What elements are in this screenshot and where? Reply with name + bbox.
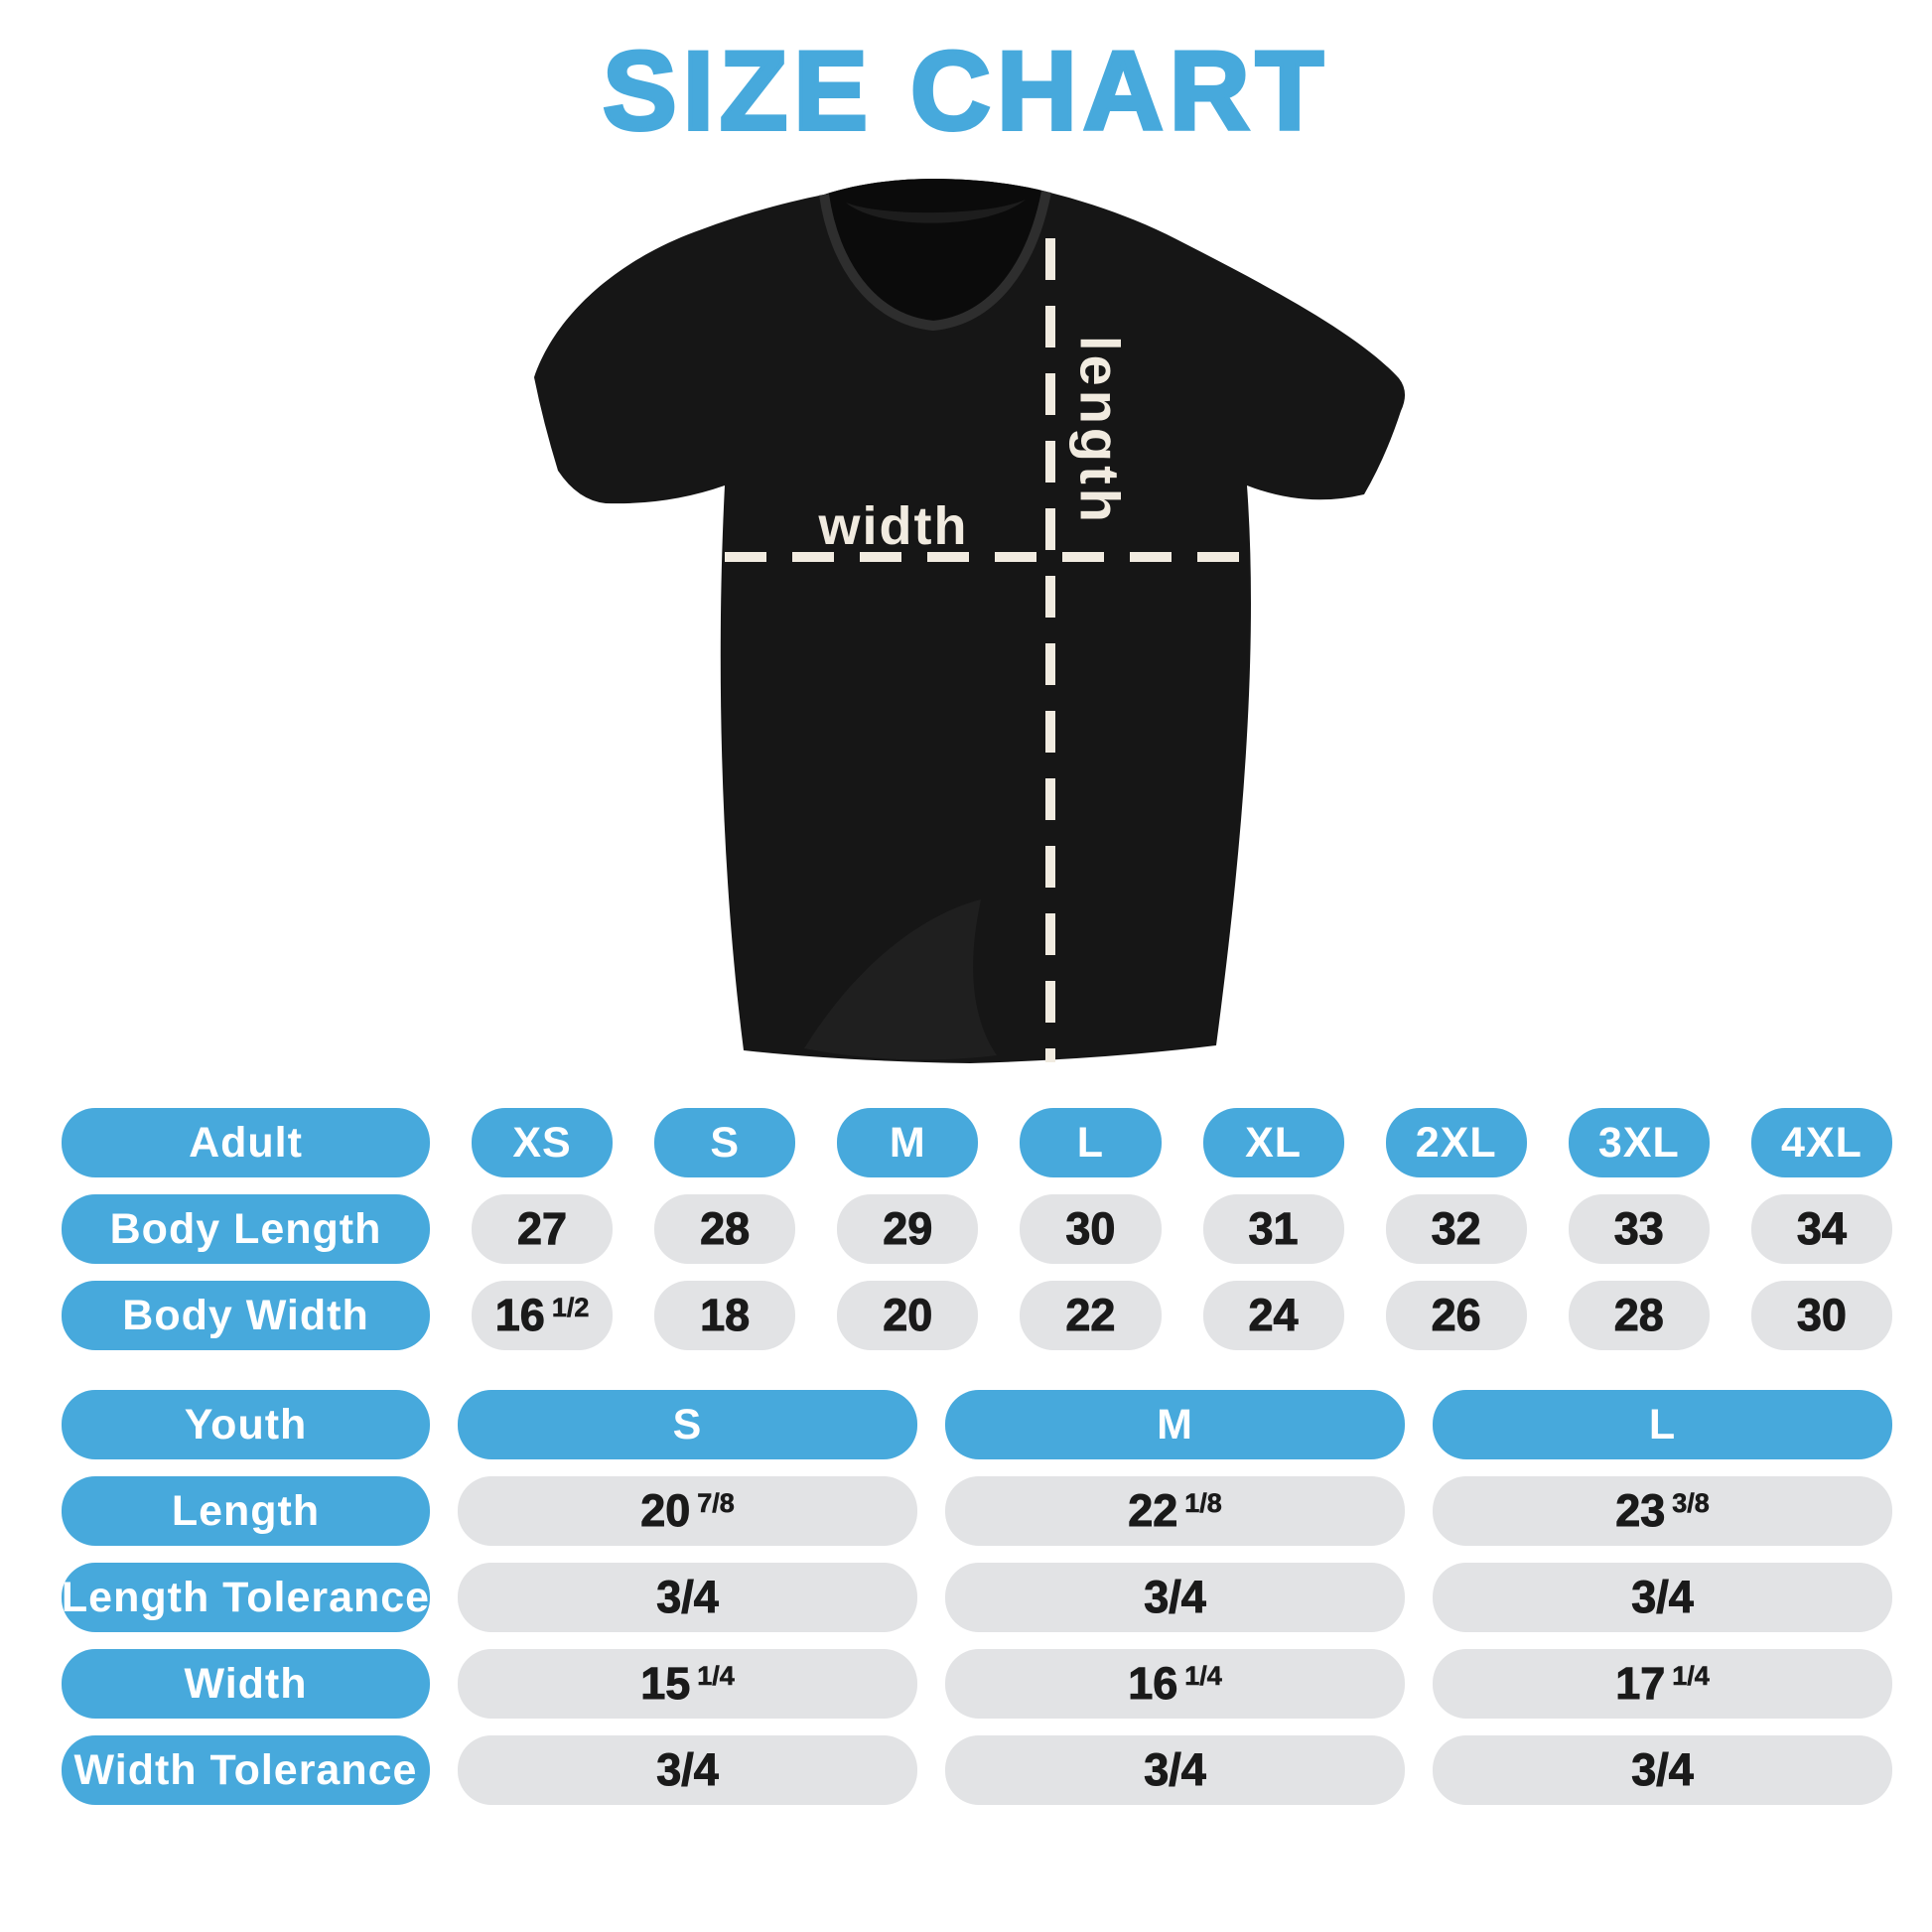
tshirt-back-collar	[846, 200, 1026, 223]
row-label: Width	[62, 1649, 430, 1719]
value-number: 28	[700, 1203, 751, 1255]
value-number: 3/4	[656, 1572, 720, 1623]
row-label: Length	[62, 1476, 430, 1546]
value-fraction: 1/4	[1672, 1660, 1710, 1691]
value-cell: 28	[1568, 1281, 1710, 1350]
value-number: 16	[1128, 1658, 1178, 1710]
value-cell: 16 1/4	[945, 1649, 1405, 1719]
value-cell: 3/4	[1433, 1563, 1892, 1632]
width-label: width	[818, 496, 969, 556]
value-cell: 17 1/4	[1433, 1649, 1892, 1719]
value-number: 24	[1248, 1290, 1299, 1341]
value-fraction: 3/8	[1672, 1487, 1710, 1518]
youth-size-table: Youth S M L Length 20 7/8 22 1/8 23 3/8 Length Tole…	[62, 1390, 1892, 1805]
value-number: 30	[1796, 1290, 1847, 1341]
row-label: Length Tolerance	[62, 1563, 430, 1632]
value-cell: 30	[1020, 1194, 1162, 1264]
value-cell: 22 1/8	[945, 1476, 1405, 1546]
value-cell: 28	[654, 1194, 796, 1264]
value-fraction: 1/4	[1184, 1660, 1222, 1691]
value-number: 15	[640, 1658, 691, 1710]
value-number: 29	[883, 1203, 933, 1255]
tshirt-image: width length	[534, 179, 1406, 1063]
value-cell: 18	[654, 1281, 796, 1350]
value-fraction: 1/4	[697, 1660, 735, 1691]
value-fraction: 7/8	[697, 1487, 735, 1518]
size-pill: S	[654, 1108, 796, 1177]
value-number: 30	[1065, 1203, 1116, 1255]
value-number: 20	[640, 1485, 691, 1537]
value-fraction: 1/8	[1184, 1487, 1222, 1518]
value-number: 17	[1615, 1658, 1666, 1710]
size-pill: S	[458, 1390, 917, 1459]
value-cell: 24	[1202, 1281, 1344, 1350]
row-label: Body Length	[62, 1194, 430, 1264]
value-cell: 33	[1568, 1194, 1710, 1264]
value-cell: 34	[1750, 1194, 1892, 1264]
row-label: Width Tolerance	[62, 1735, 430, 1805]
value-cell: 3/4	[945, 1563, 1405, 1632]
value-number: 3/4	[656, 1744, 720, 1796]
tshirt-collar-rim	[819, 191, 1051, 332]
value-number: 22	[1065, 1290, 1116, 1341]
value-number: 26	[1431, 1290, 1481, 1341]
size-pill: 3XL	[1568, 1108, 1710, 1177]
value-number: 3/4	[1144, 1744, 1207, 1796]
length-label: length	[1069, 336, 1132, 526]
value-cell: 3/4	[458, 1563, 917, 1632]
value-number: 18	[700, 1290, 751, 1341]
size-pill: XL	[1202, 1108, 1344, 1177]
tshirt-measurement-diagram: width length	[427, 159, 1539, 1092]
table-header-label: Youth	[62, 1390, 430, 1459]
size-pill: 2XL	[1385, 1108, 1527, 1177]
size-pill: M	[945, 1390, 1405, 1459]
value-cell: 15 1/4	[458, 1649, 917, 1719]
value-number: 34	[1796, 1203, 1847, 1255]
value-cell: 23 3/8	[1433, 1476, 1892, 1546]
value-number: 23	[1615, 1485, 1666, 1537]
value-cell: 27	[472, 1194, 614, 1264]
value-number: 20	[883, 1290, 933, 1341]
value-number: 28	[1613, 1290, 1664, 1341]
size-pill: 4XL	[1750, 1108, 1892, 1177]
value-cell: 26	[1385, 1281, 1527, 1350]
value-number: 27	[517, 1203, 568, 1255]
value-cell: 3/4	[945, 1735, 1405, 1805]
value-cell: 22	[1020, 1281, 1162, 1350]
row-label: Body Width	[62, 1281, 430, 1350]
value-fraction: 1/2	[551, 1292, 590, 1322]
value-cell: 20 7/8	[458, 1476, 917, 1546]
value-number: 3/4	[1631, 1572, 1695, 1623]
value-number: 32	[1431, 1203, 1481, 1255]
value-cell: 31	[1202, 1194, 1344, 1264]
tshirt-hem-fold	[804, 899, 997, 1060]
size-pill: XS	[472, 1108, 614, 1177]
value-number: 33	[1613, 1203, 1664, 1255]
value-number: 22	[1128, 1485, 1178, 1537]
value-cell: 3/4	[458, 1735, 917, 1805]
size-pill: L	[1433, 1390, 1892, 1459]
value-number: 16	[494, 1290, 545, 1341]
tshirt-silhouette	[534, 179, 1406, 1063]
value-cell: 16 1/2	[472, 1281, 614, 1350]
value-cell: 30	[1750, 1281, 1892, 1350]
page-title: SIZE CHART	[601, 29, 1329, 153]
value-number: 3/4	[1144, 1572, 1207, 1623]
value-cell: 20	[837, 1281, 979, 1350]
value-number: 31	[1248, 1203, 1299, 1255]
size-pill: M	[837, 1108, 979, 1177]
size-pill: L	[1020, 1108, 1162, 1177]
value-cell: 32	[1385, 1194, 1527, 1264]
adult-size-table: Adult XS S M L XL 2XL 3XL 4XL Body Length 27 28 29 30…	[62, 1108, 1892, 1350]
value-number: 3/4	[1631, 1744, 1695, 1796]
table-header-label: Adult	[62, 1108, 430, 1177]
value-cell: 29	[837, 1194, 979, 1264]
value-cell: 3/4	[1433, 1735, 1892, 1805]
